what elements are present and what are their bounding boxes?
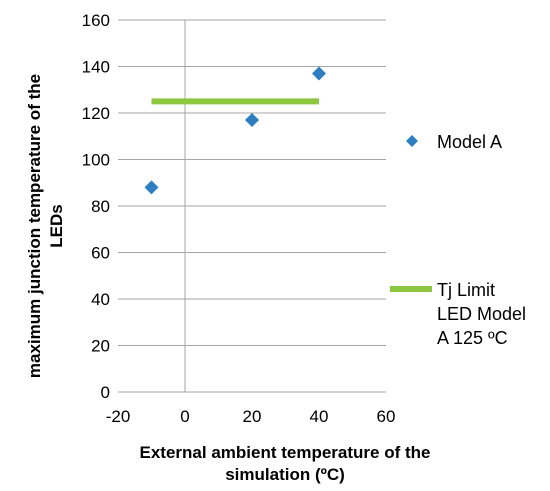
legend: Model A Tj Limit LED Model A 125 ºC (390, 132, 526, 348)
model-a-point (144, 180, 159, 195)
legend-label-model-a: Model A (437, 132, 502, 152)
data-marks (144, 66, 326, 195)
legend-label-tj-limit-line-2: LED Model (437, 304, 526, 324)
x-axis-title-line-1: External ambient temperature of the (140, 443, 431, 462)
legend-label-tj-limit-line-1: Tj Limit (437, 280, 495, 300)
y-axis-title-line-2: LEDs (47, 204, 66, 247)
y-tick-label: 60 (91, 244, 110, 263)
y-tick-label: 80 (91, 197, 110, 216)
y-tick-label: 40 (91, 290, 110, 309)
legend-label-tj-limit-line-3: A 125 ºC (437, 328, 508, 348)
y-tick-label: 160 (82, 11, 110, 30)
x-tick-label: 0 (180, 407, 189, 426)
model-a-point (245, 112, 259, 127)
tick-labels: 0 20 40 60 80 100 120 140 160 -20 0 20 40 60 (82, 11, 396, 426)
y-tick-label: 0 (101, 383, 110, 402)
x-axis-title-line-2: simulation (ºC) (225, 465, 345, 484)
y-axis-title-line-1: maximum junction temperature of the (25, 74, 44, 378)
x-tick-label: -20 (106, 407, 131, 426)
legend-marker-model-a (406, 135, 418, 147)
y-tick-label: 140 (82, 58, 110, 77)
model-a-point (312, 66, 326, 81)
axes (118, 20, 386, 393)
x-tick-label: 60 (377, 407, 396, 426)
x-tick-label: 20 (243, 407, 262, 426)
y-tick-label: 100 (82, 151, 110, 170)
y-tick-label: 20 (91, 337, 110, 356)
grid-lines (118, 19, 386, 346)
y-tick-label: 120 (82, 104, 110, 123)
x-tick-label: 40 (310, 407, 329, 426)
